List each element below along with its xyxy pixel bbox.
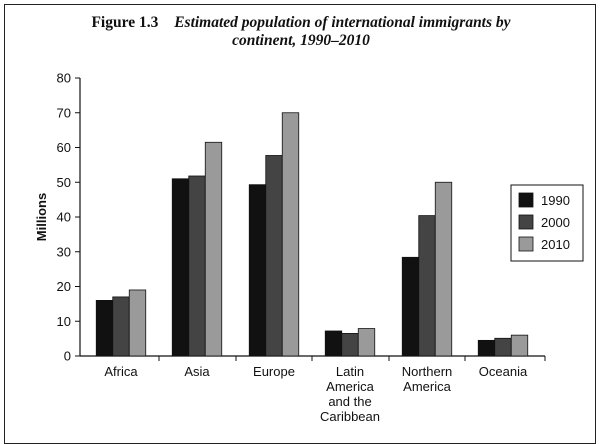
figure-title-block: Figure 1.3 Estimated population of inter… [0, 14, 602, 50]
bar-2010-5 [510, 334, 529, 357]
y-tick-label: 10 [57, 314, 71, 329]
bar-1990-4 [401, 256, 420, 357]
legend: 1990 2000 2010 [510, 184, 584, 262]
figure-title-line-2: continent, 1990–2010 [232, 32, 370, 49]
x-category-label: Africa [104, 364, 138, 379]
bar-2010-2 [281, 112, 300, 357]
legend-swatch-2000 [518, 214, 534, 230]
bar-1990-5 [477, 339, 496, 357]
bar-2010-0 [128, 289, 147, 357]
x-category-label: Europe [253, 364, 295, 379]
x-category-label-line: Asia [184, 364, 210, 379]
bar-2010-1 [204, 141, 223, 357]
bar-1990-0 [95, 299, 114, 357]
x-category-label-line: Oceania [479, 364, 528, 379]
bar-chart: 0 10 20 30 40 50 60 70 80 Millions Africa Asia Europ… [34, 71, 584, 424]
x-category-label: Oceania [479, 364, 528, 379]
bar-1990-2 [248, 184, 267, 357]
axes: 0 10 20 30 40 50 60 70 80 Millions Africa Asia Europ… [34, 71, 546, 424]
x-category-label-line: Northern [402, 364, 453, 379]
y-tick-label: 70 [57, 105, 71, 120]
x-category-label-line: America [326, 379, 374, 394]
bars [95, 112, 529, 357]
bar-2000-5 [494, 337, 512, 357]
bar-2010-4 [434, 181, 453, 357]
x-category-label-line: and the [328, 394, 371, 409]
legend-label-1990: 1990 [541, 193, 570, 208]
legend-label-2010: 2010 [541, 237, 570, 252]
y-tick-label: 0 [64, 349, 71, 364]
bar-1990-3 [324, 330, 343, 357]
y-tick-label: 60 [57, 140, 71, 155]
bar-2000-4 [418, 215, 436, 357]
figure-frame [4, 4, 596, 444]
y-tick-label: 30 [57, 244, 71, 259]
legend-swatch-1990 [518, 192, 534, 208]
y-tick-label: 80 [57, 71, 71, 86]
y-tick-label: 50 [57, 175, 71, 190]
bar-1990-1 [171, 178, 190, 357]
x-category-label: Asia [184, 364, 210, 379]
bar-2010-3 [357, 328, 376, 357]
x-category-label-line: America [403, 379, 451, 394]
x-category-label-line: Latin [336, 364, 364, 379]
x-category-label: Latin America and the Caribbean [320, 364, 380, 424]
bar-2000-3 [341, 333, 359, 357]
legend-label-2000: 2000 [541, 215, 570, 230]
y-tick-label: 20 [57, 279, 71, 294]
bar-2000-0 [112, 296, 130, 357]
figure-label: Figure 1.3 [91, 14, 159, 31]
legend-swatch-2010 [518, 236, 534, 252]
figure-title-line-1: Estimated population of international im… [174, 14, 511, 31]
bar-2000-2 [265, 155, 283, 357]
x-category-label-line: Africa [104, 364, 138, 379]
x-category-label-line: Europe [253, 364, 295, 379]
y-axis-title: Millions [34, 193, 49, 241]
bar-2000-1 [188, 175, 206, 357]
x-category-label: Northern America [402, 364, 453, 394]
x-category-label-line: Caribbean [320, 409, 380, 424]
y-tick-label: 40 [57, 210, 71, 225]
